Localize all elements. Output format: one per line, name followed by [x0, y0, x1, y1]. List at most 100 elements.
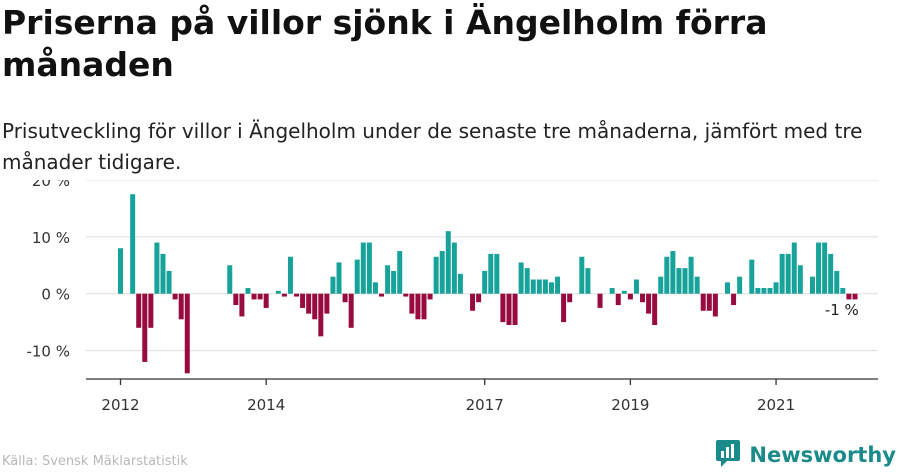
- bar: [330, 276, 336, 294]
- bar: [579, 256, 585, 294]
- bar: [749, 259, 755, 294]
- bar: [427, 293, 433, 300]
- bar: [379, 293, 385, 297]
- bar: [852, 293, 858, 300]
- bar: [488, 253, 494, 294]
- bar: [621, 290, 627, 294]
- bar: [263, 293, 269, 308]
- bar: [239, 293, 245, 317]
- grid-lines: [86, 180, 878, 352]
- bar: [597, 293, 603, 308]
- x-tick-label: 2014: [247, 396, 285, 414]
- bar: [561, 293, 567, 323]
- bar: [166, 270, 172, 294]
- bar: [336, 262, 342, 294]
- bar: [421, 293, 427, 320]
- bar: [755, 288, 761, 294]
- bar: [640, 293, 646, 303]
- bar: [142, 293, 148, 362]
- x-axis: 2012 2014 2017 2019 2021: [86, 378, 878, 414]
- chart-subtitle: Prisutveckling för villor i Ängelholm un…: [2, 119, 863, 174]
- bar: [779, 253, 785, 294]
- annotation: -1 %: [825, 301, 859, 319]
- x-tick-label: 2017: [466, 396, 504, 414]
- bar: [567, 293, 573, 303]
- bar: [809, 276, 815, 294]
- bar: [300, 293, 306, 308]
- bar: [797, 265, 803, 294]
- bar: [700, 293, 706, 311]
- bar: [761, 288, 767, 294]
- bar: [670, 251, 676, 294]
- bar: [524, 268, 530, 294]
- x-tick-label: 2021: [757, 396, 795, 414]
- bar: [360, 242, 366, 294]
- bar: [136, 293, 142, 328]
- bars: [118, 194, 858, 374]
- bar: [785, 253, 791, 294]
- bar: [682, 268, 688, 294]
- bar: [245, 288, 251, 294]
- chart-logo-icon: [715, 438, 741, 472]
- bar: [731, 293, 737, 306]
- bar: [482, 270, 488, 294]
- y-tick-label: 0 %: [41, 286, 70, 304]
- bar: [318, 293, 324, 337]
- bar: [664, 256, 670, 294]
- bar: [403, 293, 409, 297]
- bar: [233, 293, 239, 306]
- bar: [834, 270, 840, 294]
- bar: [791, 242, 797, 294]
- bar: [767, 288, 773, 294]
- bar: [324, 293, 330, 314]
- bar: [840, 288, 846, 294]
- bar: [409, 293, 415, 314]
- bar: [470, 293, 476, 311]
- bar: [652, 293, 658, 325]
- bar: [445, 231, 451, 294]
- bar: [172, 293, 178, 300]
- bar: [130, 194, 136, 294]
- bar: [494, 253, 500, 294]
- bar: [354, 259, 360, 294]
- bar: [688, 256, 694, 294]
- bar: [609, 288, 615, 294]
- y-axis-labels: -10 % 0 % 10 % 20 %: [26, 180, 70, 361]
- bar: [476, 293, 482, 303]
- bar: [676, 268, 682, 294]
- data-label: -1 %: [825, 301, 859, 319]
- bar: [457, 273, 463, 294]
- bar: [287, 256, 293, 294]
- bar: [439, 251, 445, 294]
- bar: [281, 293, 287, 297]
- bar: [506, 293, 512, 325]
- bar: [500, 293, 506, 323]
- bar: [148, 293, 154, 328]
- bar: [184, 293, 190, 374]
- bar: [372, 282, 378, 294]
- bar: [773, 282, 779, 294]
- brand-name: Newsworthy: [749, 443, 896, 467]
- bar: [627, 293, 633, 300]
- bar: [251, 293, 257, 300]
- bar: [542, 279, 548, 294]
- bar: [306, 293, 312, 314]
- x-tick-label: 2012: [101, 396, 139, 414]
- bar: [536, 279, 542, 294]
- bar: [694, 276, 700, 294]
- x-tick-label: 2019: [611, 396, 649, 414]
- bar: [342, 293, 348, 303]
- bar: [312, 293, 318, 320]
- bar-chart: -10 % 0 % 10 % 20 % 2012 2014 2017 2019 2021 -1…: [26, 180, 878, 414]
- bar: [518, 262, 524, 294]
- bar: [227, 265, 233, 294]
- bar: [294, 293, 300, 297]
- y-tick-label: 20 %: [32, 180, 70, 190]
- bar: [828, 253, 834, 294]
- bar: [366, 242, 372, 294]
- bar: [615, 293, 621, 306]
- bar: [178, 293, 184, 320]
- brand-logo[interactable]: Newsworthy: [715, 440, 896, 470]
- bar: [646, 293, 652, 314]
- bar: [391, 270, 397, 294]
